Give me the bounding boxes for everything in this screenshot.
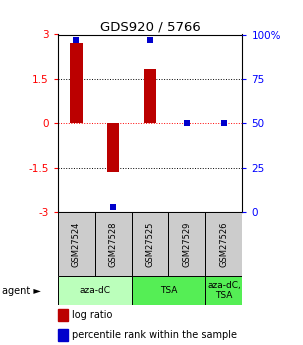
Text: TSA: TSA bbox=[160, 286, 177, 295]
Bar bbox=[168, 212, 205, 276]
Bar bbox=[58, 329, 68, 341]
Text: GSM27526: GSM27526 bbox=[219, 221, 228, 267]
Text: GSM27525: GSM27525 bbox=[145, 221, 155, 267]
Bar bbox=[132, 276, 205, 305]
Text: GSM27528: GSM27528 bbox=[108, 221, 118, 267]
Text: GSM27524: GSM27524 bbox=[72, 221, 81, 267]
Text: agent ►: agent ► bbox=[2, 286, 40, 296]
Bar bbox=[58, 212, 95, 276]
Bar bbox=[132, 212, 168, 276]
Text: aza-dC: aza-dC bbox=[79, 286, 110, 295]
Bar bbox=[144, 69, 156, 124]
Bar bbox=[70, 43, 82, 124]
Bar bbox=[58, 309, 68, 321]
Bar bbox=[205, 276, 242, 305]
Title: GDS920 / 5766: GDS920 / 5766 bbox=[100, 20, 200, 33]
Bar bbox=[205, 212, 242, 276]
Text: percentile rank within the sample: percentile rank within the sample bbox=[72, 330, 237, 340]
Text: log ratio: log ratio bbox=[72, 310, 113, 320]
Text: GSM27529: GSM27529 bbox=[182, 221, 191, 267]
Text: aza-dC,
TSA: aza-dC, TSA bbox=[207, 281, 241, 300]
Bar bbox=[58, 276, 132, 305]
Bar bbox=[95, 212, 132, 276]
Bar bbox=[107, 124, 119, 172]
